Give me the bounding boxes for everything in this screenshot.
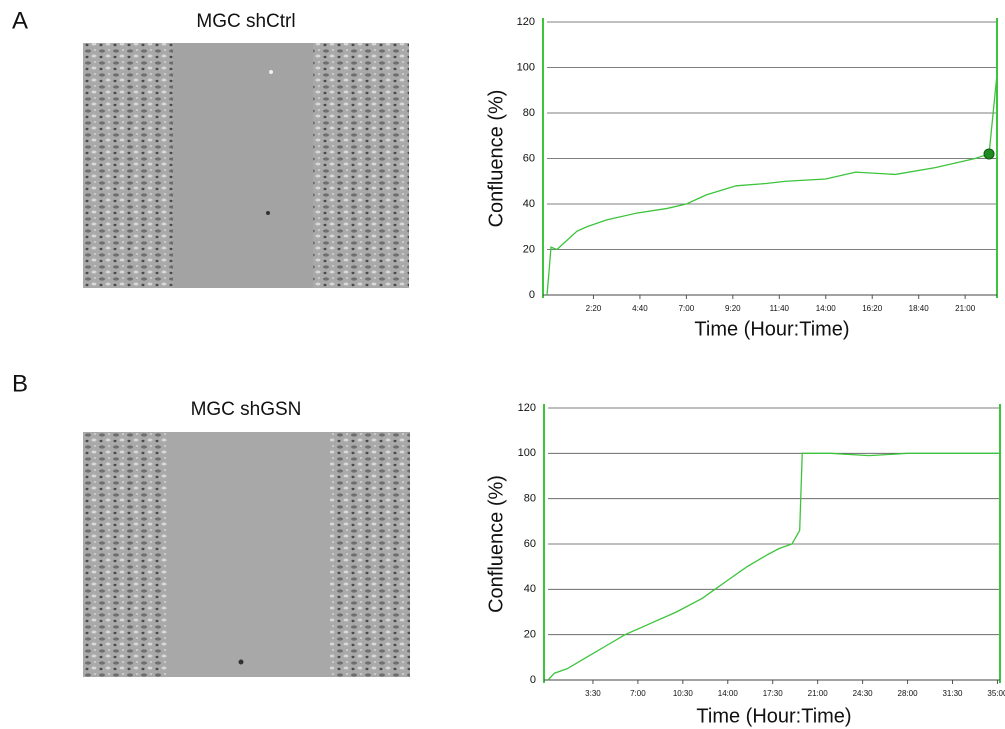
y-tick-label: 120: [518, 402, 536, 414]
x-tick-label: 17:30: [763, 689, 784, 698]
data-line: [546, 74, 998, 296]
x-tick-label: 35:00: [987, 689, 1005, 698]
y-tick-label: 40: [523, 198, 535, 210]
x-tick-label: 21:00: [808, 689, 829, 698]
y-tick-label: 20: [524, 629, 536, 641]
x-tick-label: 18:40: [909, 304, 930, 313]
x-tick-label: 10:30: [673, 689, 694, 698]
y-tick-label: 0: [530, 674, 536, 686]
image-title: MGC shGSN: [191, 399, 302, 420]
x-tick-label: 3:30: [585, 689, 601, 698]
x-tick-label: 14:00: [718, 689, 739, 698]
x-tick-label: 14:00: [816, 304, 837, 313]
x-tick-label: 16:20: [862, 304, 883, 313]
x-tick-label: 9:20: [725, 304, 741, 313]
x-tick-label: 11:40: [770, 304, 790, 313]
y-tick-label: 20: [523, 243, 535, 255]
x-tick-label: 31:30: [942, 689, 963, 698]
highlight-point: [983, 148, 995, 160]
panel-b-image: [83, 432, 410, 677]
x-tick-label: 21:00: [955, 304, 976, 313]
y-tick-label: 120: [517, 16, 535, 28]
y-tick-label: 80: [523, 107, 535, 119]
x-tick-label: 7:00: [630, 689, 646, 698]
y-tick-label: 40: [524, 583, 536, 595]
x-axis-title: Time (Hour:Time): [694, 318, 849, 340]
y-tick-label: 60: [523, 152, 535, 164]
y-tick-label: 60: [524, 538, 536, 550]
panel-a-image: [83, 43, 409, 288]
x-tick-label: 28:00: [898, 689, 919, 698]
y-axis-title: Confluence (%): [485, 475, 507, 613]
y-tick-label: 100: [517, 61, 535, 73]
x-tick-label: 7:00: [679, 304, 695, 313]
y-tick-label: 0: [529, 289, 535, 301]
panel-label: A: [12, 7, 28, 34]
x-tick-label: 4:40: [632, 304, 648, 313]
data-line: [547, 452, 1000, 681]
y-tick-label: 100: [518, 447, 536, 459]
panel-label: B: [12, 370, 28, 397]
y-axis-title: Confluence (%): [485, 90, 507, 228]
x-axis-title: Time (Hour:Time): [696, 705, 851, 727]
x-tick-label: 2:20: [586, 304, 602, 313]
x-tick-label: 24:30: [853, 689, 874, 698]
image-title: MGC shCtrl: [196, 11, 295, 32]
y-tick-label: 80: [524, 493, 536, 505]
